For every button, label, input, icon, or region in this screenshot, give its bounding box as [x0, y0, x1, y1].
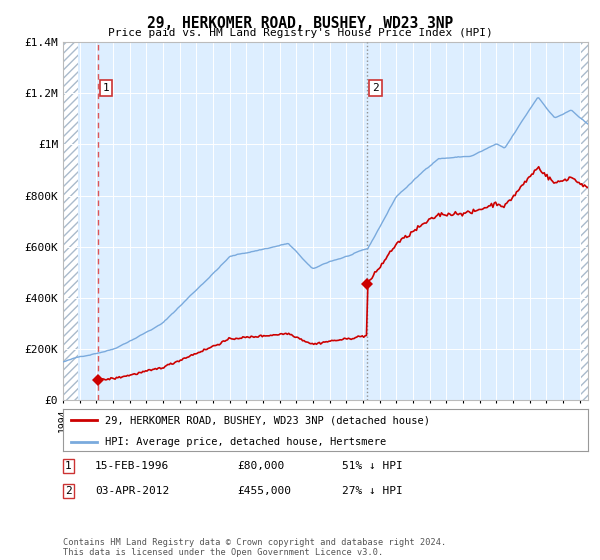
- Text: 29, HERKOMER ROAD, BUSHEY, WD23 3NP: 29, HERKOMER ROAD, BUSHEY, WD23 3NP: [147, 16, 453, 31]
- Text: 27% ↓ HPI: 27% ↓ HPI: [342, 486, 403, 496]
- Text: 51% ↓ HPI: 51% ↓ HPI: [342, 461, 403, 471]
- Text: 03-APR-2012: 03-APR-2012: [95, 486, 169, 496]
- Text: 2: 2: [372, 83, 379, 93]
- Text: 29, HERKOMER ROAD, BUSHEY, WD23 3NP (detached house): 29, HERKOMER ROAD, BUSHEY, WD23 3NP (det…: [105, 415, 430, 425]
- Text: £455,000: £455,000: [237, 486, 291, 496]
- Text: 2: 2: [65, 486, 71, 496]
- Text: Price paid vs. HM Land Registry's House Price Index (HPI): Price paid vs. HM Land Registry's House …: [107, 28, 493, 38]
- Text: 1: 1: [103, 83, 109, 93]
- Text: 1: 1: [65, 461, 71, 471]
- Text: HPI: Average price, detached house, Hertsmere: HPI: Average price, detached house, Hert…: [105, 437, 386, 446]
- Text: Contains HM Land Registry data © Crown copyright and database right 2024.
This d: Contains HM Land Registry data © Crown c…: [63, 538, 446, 557]
- Text: £80,000: £80,000: [237, 461, 284, 471]
- Bar: [581, 42, 588, 400]
- Text: 15-FEB-1996: 15-FEB-1996: [95, 461, 169, 471]
- Bar: [63, 42, 78, 400]
